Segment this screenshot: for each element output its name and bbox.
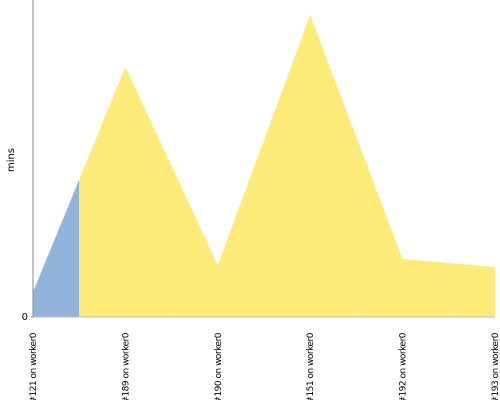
y-axis-label: mins bbox=[6, 148, 17, 172]
area-segment bbox=[33, 179, 80, 317]
area-segment bbox=[171, 140, 264, 317]
area-segment bbox=[448, 263, 495, 317]
x-tick-label: #151 on worker0 bbox=[306, 332, 316, 400]
x-tick-label: #189 on worker0 bbox=[121, 332, 131, 400]
x-tick-label: #190 on worker0 bbox=[214, 332, 224, 400]
y-tick-label: 0 bbox=[22, 312, 28, 323]
x-tick-label: #192 on worker0 bbox=[399, 332, 409, 400]
area-segment bbox=[264, 15, 357, 317]
area-segment bbox=[79, 67, 172, 317]
x-tick-label: #121 on worker0 bbox=[29, 332, 39, 400]
x-tick-label: #193 on worker0 bbox=[491, 332, 500, 400]
area-segment bbox=[356, 137, 449, 317]
